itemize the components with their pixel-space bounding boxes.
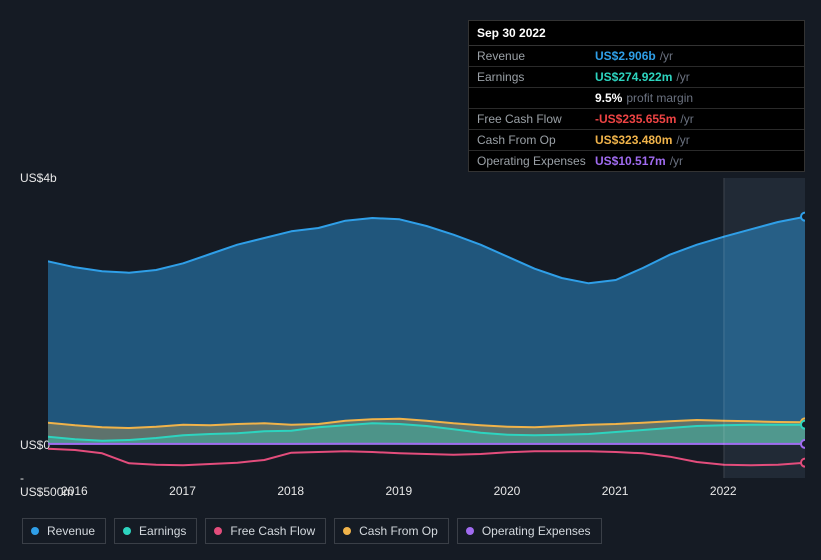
legend-item[interactable]: Free Cash Flow bbox=[205, 518, 326, 544]
tooltip-row-label: Earnings bbox=[477, 70, 595, 84]
financial-chart[interactable] bbox=[48, 178, 805, 478]
tooltip-row-suffix: /yr bbox=[676, 70, 689, 84]
tooltip-row-value: US$274.922m bbox=[595, 70, 672, 84]
end-marker-revenue bbox=[801, 213, 805, 221]
tooltip-row-value: US$10.517m bbox=[595, 154, 666, 168]
legend-label: Operating Expenses bbox=[482, 524, 591, 538]
tooltip-row-suffix: /yr bbox=[660, 49, 673, 63]
tooltip-row: Free Cash Flow-US$235.655m /yr bbox=[469, 109, 804, 130]
tooltip-row-suffix: /yr bbox=[670, 154, 683, 168]
series-line-free_cash_flow[interactable] bbox=[48, 449, 805, 466]
tooltip-row: RevenueUS$2.906b /yr bbox=[469, 46, 804, 67]
legend-item[interactable]: Cash From Op bbox=[334, 518, 449, 544]
legend-dot-icon bbox=[214, 527, 222, 535]
x-axis-label: 2017 bbox=[169, 484, 196, 498]
tooltip-row-label: Free Cash Flow bbox=[477, 112, 595, 126]
end-marker-operating_expenses bbox=[801, 440, 805, 448]
legend-label: Revenue bbox=[47, 524, 95, 538]
tooltip-row: Cash From OpUS$323.480m /yr bbox=[469, 130, 804, 151]
tooltip-row-label: Revenue bbox=[477, 49, 595, 63]
legend-dot-icon bbox=[466, 527, 474, 535]
tooltip-row-value: 9.5% bbox=[595, 91, 622, 105]
y-axis-label: -US$500m bbox=[20, 471, 45, 499]
tooltip-row-value: -US$235.655m bbox=[595, 112, 676, 126]
tooltip-row-value: US$2.906b bbox=[595, 49, 656, 63]
legend-item[interactable]: Operating Expenses bbox=[457, 518, 602, 544]
legend-dot-icon bbox=[343, 527, 351, 535]
tooltip-row: Operating ExpensesUS$10.517m /yr bbox=[469, 151, 804, 171]
x-axis-label: 2021 bbox=[602, 484, 629, 498]
legend-dot-icon bbox=[31, 527, 39, 535]
tooltip-row-suffix: /yr bbox=[676, 133, 689, 147]
x-axis-label: 2019 bbox=[385, 484, 412, 498]
y-axis-label: US$4b bbox=[20, 171, 45, 185]
tooltip-row: 9.5% profit margin bbox=[469, 88, 804, 109]
tooltip-row-value: US$323.480m bbox=[595, 133, 672, 147]
legend-label: Earnings bbox=[139, 524, 186, 538]
chart-tooltip: Sep 30 2022 RevenueUS$2.906b /yrEarnings… bbox=[468, 20, 805, 172]
x-axis-label: 2020 bbox=[494, 484, 521, 498]
legend: Revenue Earnings Free Cash Flow Cash From O… bbox=[22, 518, 602, 544]
tooltip-row-suffix: profit margin bbox=[626, 91, 693, 105]
end-marker-earnings bbox=[801, 421, 805, 429]
end-marker-free_cash_flow bbox=[801, 459, 805, 467]
tooltip-row-label: Operating Expenses bbox=[477, 154, 595, 168]
tooltip-row-label: Cash From Op bbox=[477, 133, 595, 147]
tooltip-date: Sep 30 2022 bbox=[469, 21, 804, 46]
legend-label: Free Cash Flow bbox=[230, 524, 315, 538]
legend-item[interactable]: Revenue bbox=[22, 518, 106, 544]
x-axis-label: 2018 bbox=[277, 484, 304, 498]
legend-item[interactable]: Earnings bbox=[114, 518, 197, 544]
x-axis-label: 2022 bbox=[710, 484, 737, 498]
x-axis-label: 2016 bbox=[61, 484, 88, 498]
series-area-revenue bbox=[48, 217, 805, 445]
tooltip-row-suffix: /yr bbox=[680, 112, 693, 126]
y-axis-label: US$0 bbox=[20, 438, 45, 452]
tooltip-row: EarningsUS$274.922m /yr bbox=[469, 67, 804, 88]
legend-label: Cash From Op bbox=[359, 524, 438, 538]
legend-dot-icon bbox=[123, 527, 131, 535]
